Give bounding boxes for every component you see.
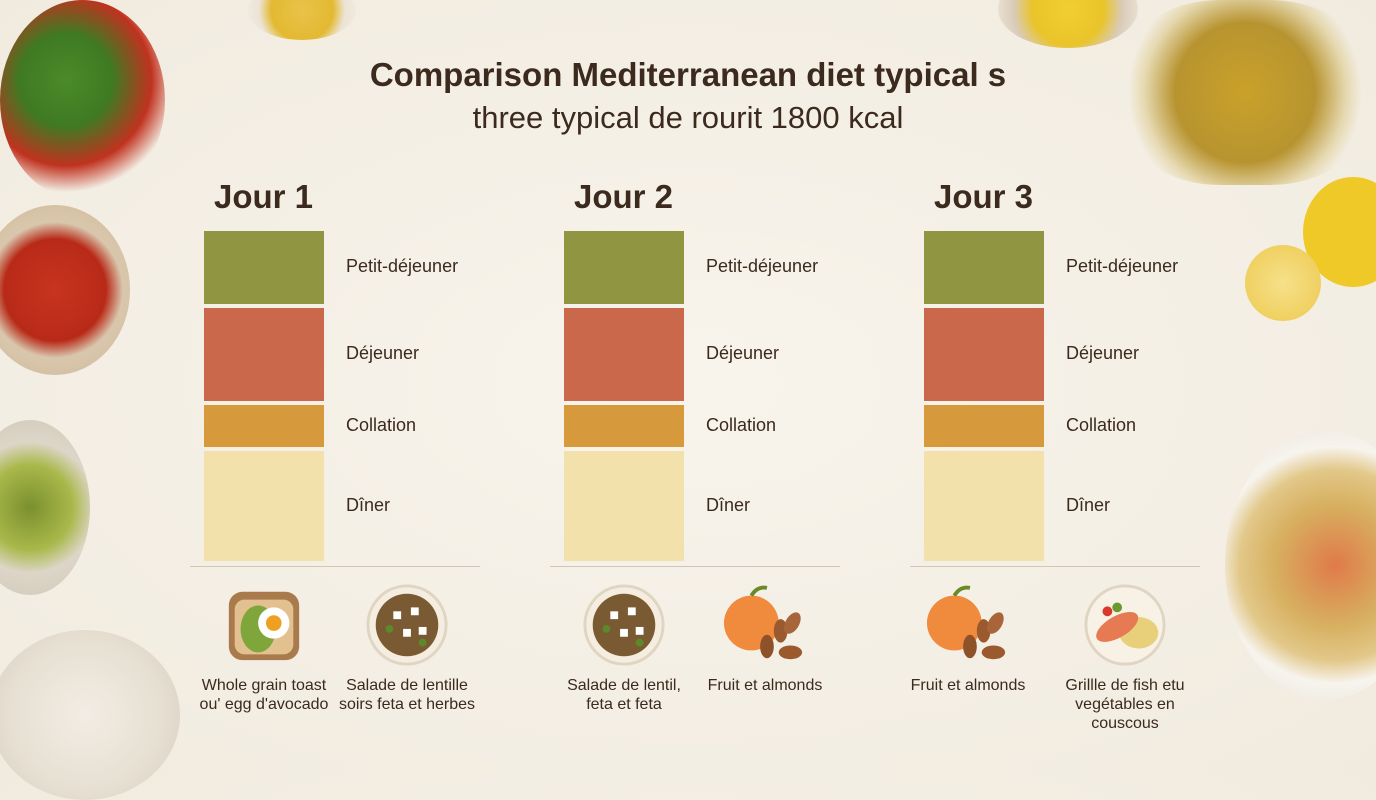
divider xyxy=(190,566,480,567)
segment-label: Collation xyxy=(706,415,777,436)
fruit-almonds-icon xyxy=(926,585,1006,660)
day-column-2: Jour 2 Petit-déjeuner Déjeuner Collation Dîn… xyxy=(550,0,870,768)
meal-caption: Fruit et almonds xyxy=(910,677,1026,694)
segment-label: Collation xyxy=(1066,415,1137,436)
bar-segment-petit-déjeuner xyxy=(204,231,324,304)
meal-item: Fruit et almonds xyxy=(695,582,835,695)
bar-segment-dîner xyxy=(564,451,684,561)
meal-item: Salade de lentille soirs feta et herbes xyxy=(337,582,477,714)
segment-label: Dîner xyxy=(346,495,391,516)
chart-title: Comparison Mediterranean diet typical s xyxy=(369,56,1007,93)
segment-label: Dîner xyxy=(706,495,751,516)
bar-segment-petit-déjeuner xyxy=(924,231,1044,304)
fruit-almonds-icon xyxy=(723,585,803,660)
salmon-couscous-plate-image xyxy=(1225,430,1376,700)
meal-item: Grillle de fish etu vegétables en cousco… xyxy=(1055,582,1195,733)
segment-label: Déjeuner xyxy=(346,343,420,364)
day-title: Jour 3 xyxy=(934,178,1034,215)
bar-segment-dîner xyxy=(924,451,1044,561)
bar-segment-collation xyxy=(924,404,1044,448)
segment-label: Collation xyxy=(346,415,417,436)
lentil-salad-icon xyxy=(583,584,665,666)
divider xyxy=(910,566,1200,567)
avocado-bowl-image xyxy=(0,420,90,595)
segment-label: Déjeuner xyxy=(1066,343,1140,364)
meal-caption: Grillle de fish etu vegétables en cousco… xyxy=(1065,677,1185,732)
divider xyxy=(550,566,840,567)
avocado-egg-toast-icon xyxy=(228,591,300,661)
day-title: Jour 1 xyxy=(214,178,314,215)
segment-label: Petit-déjeuner xyxy=(706,256,819,277)
bar-segment-collation xyxy=(204,404,324,448)
segment-label: Petit-déjeuner xyxy=(1066,256,1179,277)
bar-segment-déjeuner xyxy=(564,307,684,401)
chart-subtitle: three typical de rourit 1800 kcal xyxy=(472,100,904,135)
meal-caption: Whole grain toast ou' egg d'avocado xyxy=(199,677,329,713)
bar-segment-petit-déjeuner xyxy=(564,231,684,304)
segment-label: Dîner xyxy=(1066,495,1111,516)
day-title: Jour 2 xyxy=(574,178,674,215)
bar-segment-déjeuner xyxy=(204,307,324,401)
segment-label: Déjeuner xyxy=(706,343,780,364)
day-column-1: Jour 1 Petit-déjeuner Déjeuner Collation Dîn… xyxy=(190,0,510,768)
bar-segment-collation xyxy=(564,404,684,448)
tomatoes-bowl-image xyxy=(0,205,130,375)
basil-tomatoes-image xyxy=(0,0,165,200)
meal-item: Salade de lentil, feta et feta xyxy=(554,582,694,714)
lentil-salad-icon xyxy=(366,584,448,666)
meal-caption: Fruit et almonds xyxy=(707,677,823,694)
bar-segment-déjeuner xyxy=(924,307,1044,401)
grilled-fish-icon xyxy=(1084,584,1166,666)
meal-item: Fruit et almonds xyxy=(898,582,1038,695)
olive-oil-bottles-image xyxy=(1120,0,1370,185)
empty-bowl-image xyxy=(0,630,180,800)
segment-label: Petit-déjeuner xyxy=(346,256,459,277)
meal-item: Whole grain toast ou' egg d'avocado xyxy=(194,582,334,714)
lemon-slice-image xyxy=(1245,245,1321,321)
meal-caption: Salade de lentille soirs feta et herbes xyxy=(338,677,476,713)
bar-segment-dîner xyxy=(204,451,324,561)
meal-caption: Salade de lentil, feta et feta xyxy=(567,677,681,713)
day-column-3: Jour 3 Petit-déjeuner Déjeuner Collation Dîn… xyxy=(910,0,1230,768)
